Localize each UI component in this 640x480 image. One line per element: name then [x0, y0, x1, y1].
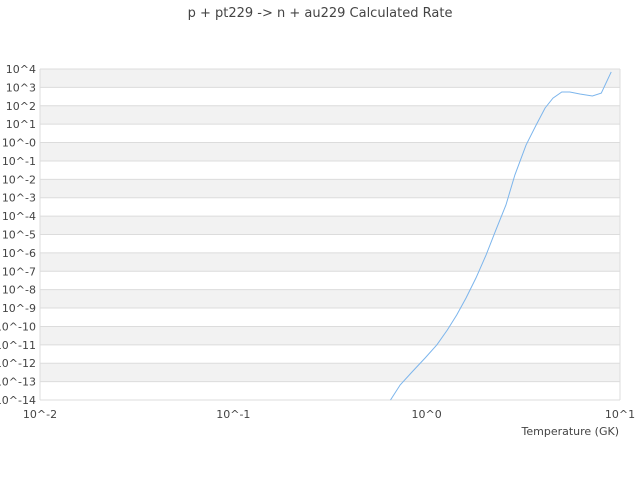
y-tick-label: 10^-9 [2, 302, 36, 315]
x-axis-label: Temperature (GK) [521, 425, 620, 438]
y-tick-label: 10^-13 [0, 376, 36, 389]
grid-band [40, 160, 620, 180]
grid-bands [39, 68, 621, 401]
y-tick-label: 10^-7 [2, 265, 36, 278]
y-tick-label: 10^-5 [2, 229, 36, 242]
y-tick-label: 10^1 [6, 118, 36, 131]
x-axis: 10^-2 10^-1 10^0 10^1 [23, 408, 635, 421]
grid-band [40, 142, 620, 161]
chart-title: p + pt229 -> n + au229 Calculated Rate [188, 6, 453, 21]
y-tick-label: 10^2 [6, 100, 36, 113]
grid-band [40, 326, 620, 345]
grid-band [40, 252, 620, 272]
grid-band [40, 216, 620, 235]
grid-band [40, 308, 620, 327]
x-tick-label: 10^-2 [23, 408, 57, 421]
y-tick-label: 10^4 [6, 63, 36, 76]
grid-band [40, 105, 620, 125]
x-tick-label: 10^1 [605, 408, 635, 421]
grid-band [40, 234, 620, 253]
y-tick-label: 10^-4 [2, 210, 36, 223]
x-tick-label: 10^-1 [216, 408, 250, 421]
grid-band [40, 179, 620, 198]
y-tick-label: 10^-11 [0, 339, 36, 352]
grid-band [40, 197, 620, 217]
y-tick-label: 10^-10 [0, 320, 36, 333]
grid-band [40, 289, 620, 309]
y-tick-label: 10^3 [6, 81, 36, 94]
grid-band [40, 344, 620, 364]
y-tick-label: 10^-6 [2, 247, 36, 260]
y-tick-label: 10^-8 [2, 284, 36, 297]
grid-band [40, 124, 620, 143]
grid-band [40, 363, 620, 382]
y-tick-label: 10^-12 [0, 357, 36, 370]
series-line [390, 71, 612, 401]
y-axis: 10^4 10^3 10^2 10^1 10^-0 10^-1 10^-2 10^-3 10^-… [0, 63, 36, 407]
grid-band [40, 381, 620, 400]
grid-band [40, 271, 620, 290]
grid-band [40, 69, 620, 88]
y-tick-label: 10^-0 [2, 137, 36, 150]
series-lines [390, 71, 612, 401]
y-tick-label: 10^-3 [2, 192, 36, 205]
y-tick-label: 10^-2 [2, 173, 36, 186]
y-tick-label: 10^-1 [2, 155, 36, 168]
grid-band [40, 87, 620, 106]
y-tick-label: 10^-14 [0, 394, 36, 407]
x-tick-label: 10^0 [412, 408, 442, 421]
